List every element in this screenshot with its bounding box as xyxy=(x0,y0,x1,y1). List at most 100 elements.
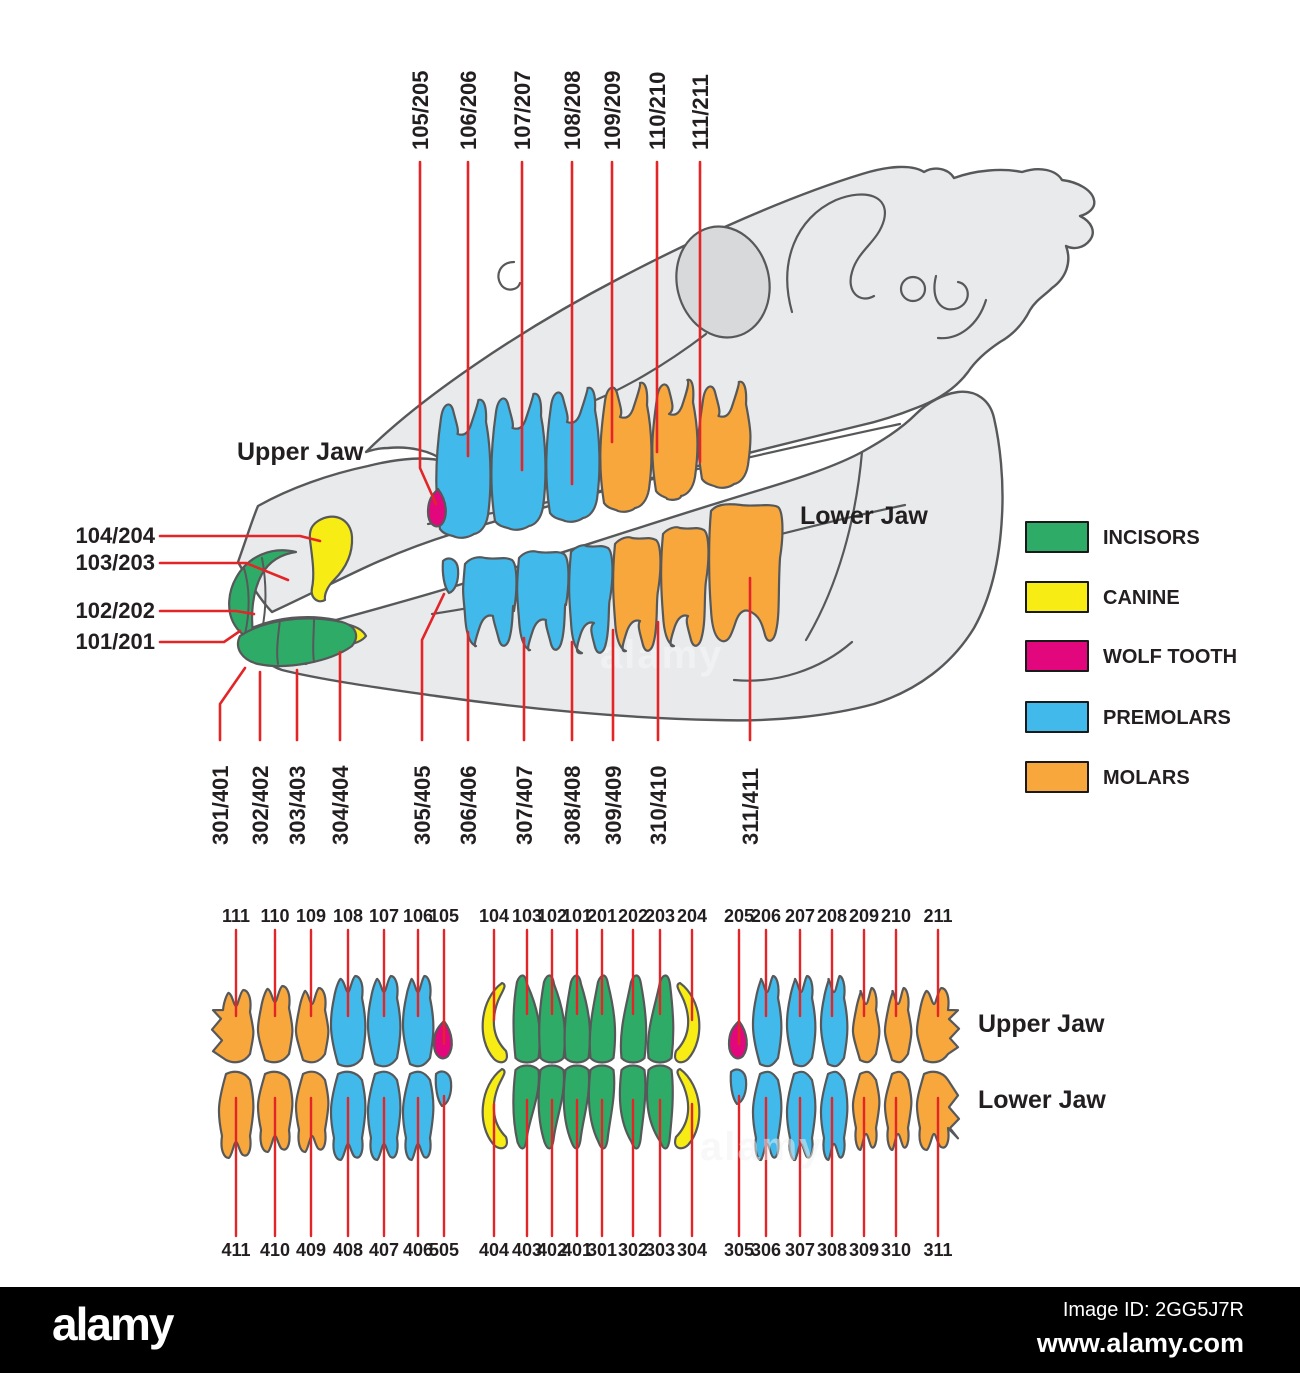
tooth-number-302: 302 xyxy=(618,1240,648,1260)
tooth-number-106: 106 xyxy=(403,906,433,926)
skull-upper-cheek-tooth xyxy=(490,392,547,531)
tooth-number-202: 202 xyxy=(618,906,648,926)
legend-label-canine: CANINE xyxy=(1103,587,1180,609)
tooth-number-301: 301 xyxy=(587,1240,617,1260)
tooth-label-305-405: 305/405 xyxy=(410,765,435,845)
tooth-label-302-402: 302/402 xyxy=(248,765,273,845)
skull-upper-cheek-tooth xyxy=(435,398,492,539)
tooth-label-303-403: 303/403 xyxy=(285,765,310,845)
tooth-number-311: 311 xyxy=(923,1240,952,1260)
legend-label-molars: MOLARS xyxy=(1103,767,1190,789)
tooth-label-311-411: 311/411 xyxy=(738,768,763,845)
skull-lower-incisor-seams xyxy=(276,617,315,665)
occ-lower-molar xyxy=(851,1070,881,1152)
tooth-number-110: 110 xyxy=(260,906,289,926)
tooth-label-310-410: 310/410 xyxy=(646,765,671,845)
legend-swatch-canine xyxy=(1025,581,1089,613)
occ-upper-premolar xyxy=(751,974,783,1068)
occ-upper-canine xyxy=(481,981,508,1064)
skull-upper-incisor-seams xyxy=(243,557,267,635)
occ-lower-first-premolar xyxy=(434,1070,453,1108)
tooth-number-310: 310 xyxy=(881,1240,911,1260)
occ-upper-incisor xyxy=(646,974,675,1064)
tooth-number-305: 305 xyxy=(724,1240,754,1260)
occ-lower-canine xyxy=(481,1067,508,1150)
tooth-number-109: 109 xyxy=(296,906,326,926)
tooth-number-309: 309 xyxy=(849,1240,879,1260)
leader-line xyxy=(218,666,247,742)
tooth-number-203: 203 xyxy=(645,906,675,926)
skull-lower-cheek-tooth xyxy=(462,556,518,648)
tooth-number-209: 209 xyxy=(849,906,879,926)
occ-upper-molar xyxy=(883,986,913,1064)
tooth-number-204: 204 xyxy=(677,906,707,926)
skull-lower-incisors xyxy=(236,617,358,668)
occ-upper-premolar xyxy=(401,974,435,1068)
occ-upper-molar xyxy=(210,988,255,1064)
skull-side-view: alamy 105/205 106/206 107/207 108/208 109/20… xyxy=(75,70,1096,845)
skull-lower-cheek-tooth xyxy=(516,550,570,652)
tooth-label-111-211: 111/211 xyxy=(688,74,713,150)
legend-swatch-premolars xyxy=(1025,701,1089,733)
tooth-number-207: 207 xyxy=(785,906,815,926)
skull-upper-jaw-label: Upper Jaw xyxy=(237,438,364,466)
tooth-number-108: 108 xyxy=(333,906,363,926)
tooth-label-104-204: 104/204 xyxy=(75,523,155,548)
occ-lower-canine xyxy=(674,1067,701,1150)
leader-line xyxy=(418,160,438,506)
tooth-label-308-408: 308/408 xyxy=(560,765,585,845)
occ-upper-premolar xyxy=(329,974,367,1068)
dental-diagram-svg: alamy 105/205 106/206 107/207 108/208 109/20… xyxy=(75,70,1237,1260)
tooth-label-107-207: 107/207 xyxy=(510,70,535,150)
occ-upper-premolar xyxy=(366,974,402,1068)
tooth-label-105-205: 105/205 xyxy=(408,70,433,150)
occ-lower-first-premolar xyxy=(729,1068,748,1106)
skull-leader-lines xyxy=(158,160,752,742)
tooth-number-406: 406 xyxy=(403,1240,433,1260)
occlusal-leader-lines xyxy=(234,928,940,1238)
tooth-number-307: 307 xyxy=(785,1240,815,1260)
leader-line xyxy=(158,609,256,616)
occ-upper-canine xyxy=(674,981,701,1064)
tooth-label-306-406: 306/406 xyxy=(456,765,481,845)
tooth-number-411: 411 xyxy=(221,1240,250,1260)
occ-upper-incisor xyxy=(538,974,567,1064)
tooth-number-303: 303 xyxy=(645,1240,675,1260)
tooth-label-109-209: 109/209 xyxy=(600,70,625,150)
ghost-watermark: alamy xyxy=(700,1125,823,1169)
website-text: www.alamy.com xyxy=(1036,1328,1244,1358)
legend: INCISORS CANINE WOLF TOOTH PREMOLARS MOL… xyxy=(1025,521,1237,793)
tooth-number-102: 102 xyxy=(537,906,567,926)
tooth-number-201: 201 xyxy=(587,906,617,926)
leader-line xyxy=(420,592,446,742)
legend-label-wolf-tooth: WOLF TOOTH xyxy=(1103,646,1237,668)
occlusal-lower-jaw-label: Lower Jaw xyxy=(978,1086,1106,1114)
tooth-label-102-202: 102/202 xyxy=(75,598,155,623)
tooth-label-101-201: 101/201 xyxy=(75,629,155,654)
image-id-text: Image ID: 2GG5J7R xyxy=(1062,1299,1244,1321)
ear-canal xyxy=(899,275,927,303)
occ-lower-premolar xyxy=(819,1070,849,1162)
watermark-bar: alamy Image ID: 2GG5J7R www.alamy.com xyxy=(0,1287,1300,1373)
tooth-number-404: 404 xyxy=(479,1240,509,1260)
tooth-number-210: 210 xyxy=(881,906,911,926)
tooth-number-306: 306 xyxy=(751,1240,781,1260)
skull-lower-cheek-tooth xyxy=(708,503,784,643)
tooth-number-205: 205 xyxy=(724,906,754,926)
tooth-label-309-409: 309/409 xyxy=(601,765,626,845)
occ-upper-molar xyxy=(915,986,961,1064)
tooth-number-104: 104 xyxy=(479,906,509,926)
skull-teeth xyxy=(228,378,784,668)
occ-upper-incisor xyxy=(619,974,648,1064)
legend-label-incisors: INCISORS xyxy=(1103,527,1200,549)
tooth-number-105: 105 xyxy=(429,906,459,926)
skull-lower-jaw-label: Lower Jaw xyxy=(800,502,928,530)
leader-line xyxy=(158,561,290,582)
tooth-number-505: 505 xyxy=(429,1240,459,1260)
tooth-number-304: 304 xyxy=(677,1240,707,1260)
tooth-number-409: 409 xyxy=(296,1240,326,1260)
skull-lower-cheek-tooth xyxy=(660,526,710,648)
